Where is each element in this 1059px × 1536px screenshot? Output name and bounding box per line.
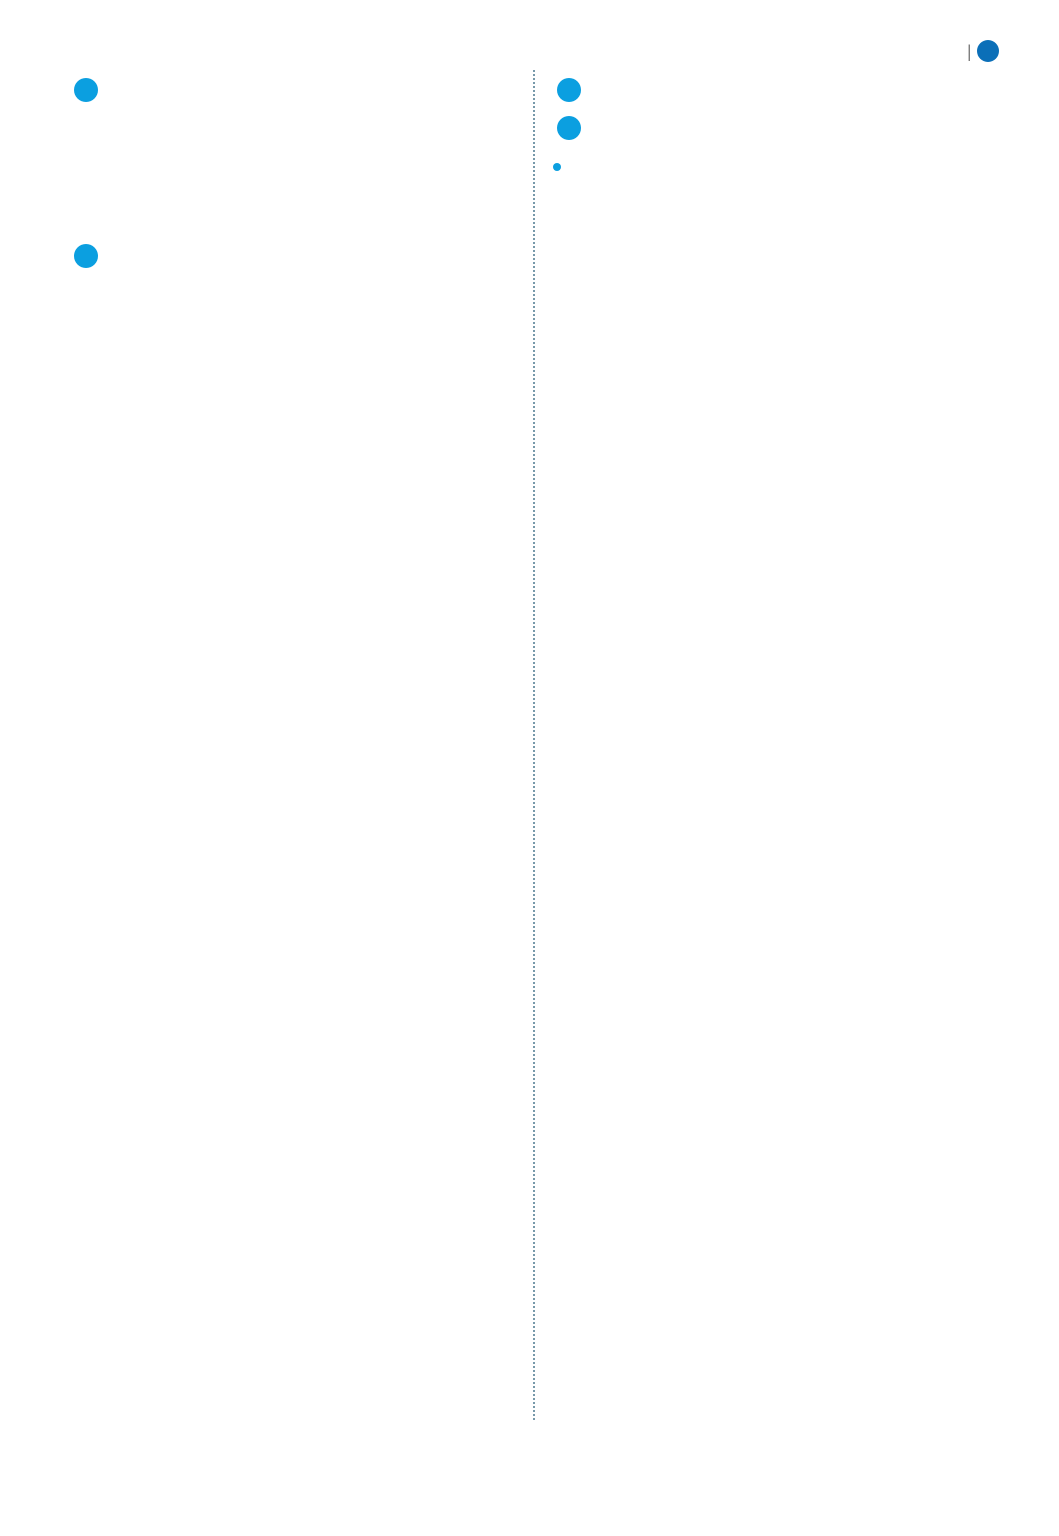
left-column <box>70 70 535 1420</box>
diagram-lines <box>70 128 515 204</box>
lesson6-diagram <box>70 108 515 228</box>
lesson7-num <box>74 244 98 268</box>
lesson8-num <box>557 78 581 102</box>
header-badge <box>977 40 999 62</box>
lesson7-title <box>70 244 515 268</box>
lesson8-title <box>553 78 1000 102</box>
header-sep: | <box>967 41 971 62</box>
page-header: | <box>961 40 999 62</box>
lesson6-num <box>74 78 98 102</box>
lesson9-title <box>553 116 1000 140</box>
review-sub <box>553 146 1000 187</box>
right-column <box>535 70 1000 1420</box>
lesson6-title <box>70 78 515 102</box>
page: | <box>0 0 1059 1536</box>
lesson9-num <box>557 116 581 140</box>
